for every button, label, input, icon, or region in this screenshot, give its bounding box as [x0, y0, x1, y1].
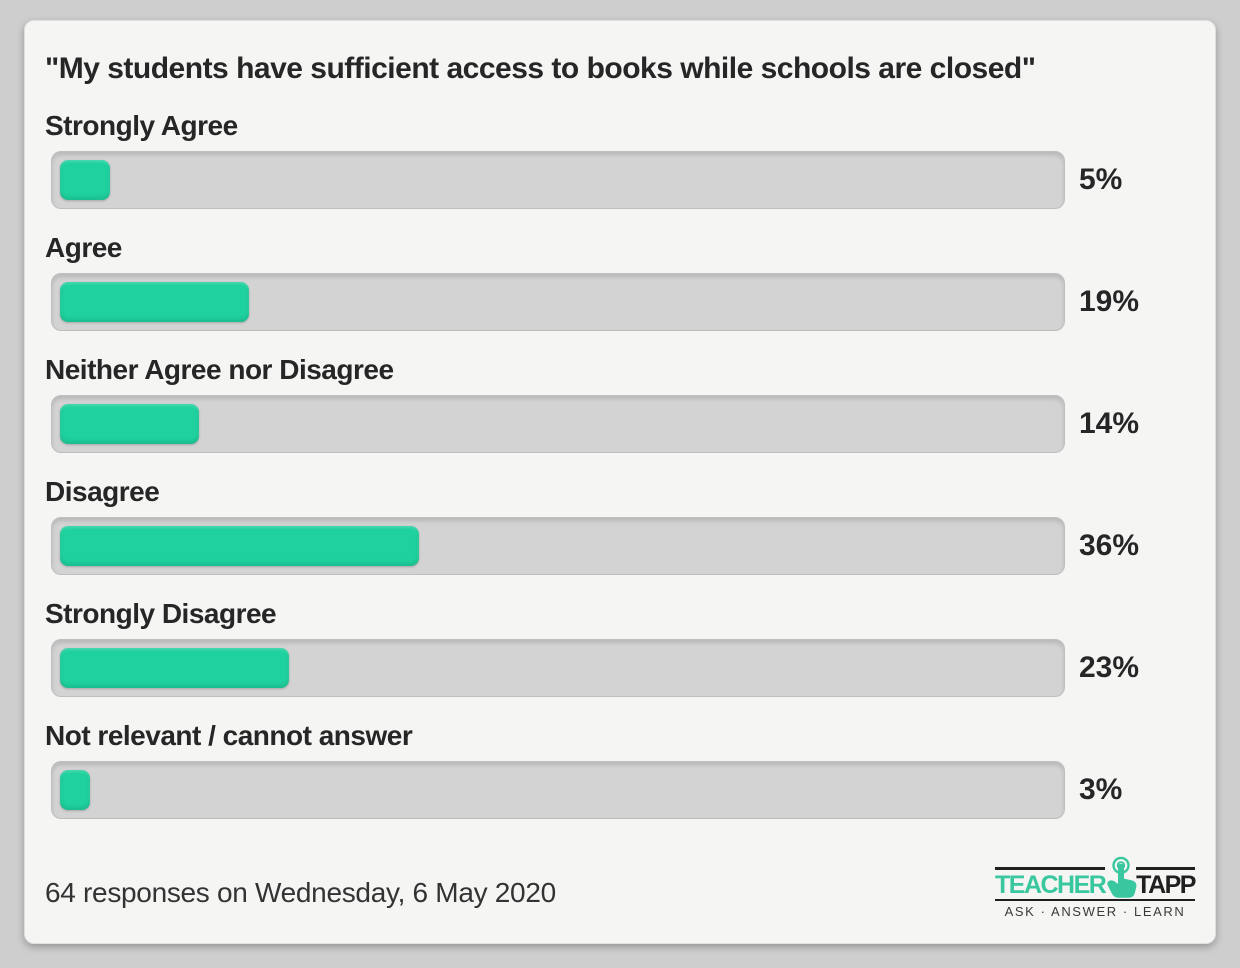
bar-track	[51, 761, 1065, 819]
bar-line: 19%	[45, 273, 1195, 331]
category-label: Disagree	[45, 476, 160, 507]
value-label: 36%	[1079, 529, 1140, 562]
bar-line: 23%	[45, 639, 1195, 697]
value-label: 23%	[1079, 651, 1140, 684]
logo-word-tapp: TAPP	[1136, 867, 1196, 898]
logo-word-teacher: TEACHER	[995, 867, 1107, 898]
bar-fill	[60, 648, 290, 688]
bar-row-strongly-disagree: Strongly Disagree 23%	[45, 575, 1195, 697]
bar-fill	[60, 404, 200, 444]
responses-caption: 64 responses on Wednesday, 6 May 2020	[45, 877, 556, 908]
category-label: Strongly Agree	[45, 110, 238, 141]
value-label: 14%	[1079, 407, 1140, 440]
value-label: 3%	[1079, 773, 1123, 806]
bar-row-neither: Neither Agree nor Disagree 14%	[45, 331, 1195, 453]
bar-fill	[60, 282, 250, 322]
chart-title: "My students have sufficient access to b…	[45, 52, 1036, 85]
bar-row-agree: Agree 19%	[45, 209, 1195, 331]
category-label: Neither Agree nor Disagree	[45, 354, 394, 385]
chart-card: "My students have sufficient access to b…	[24, 20, 1216, 944]
bar-track	[51, 395, 1065, 453]
teacher-tapp-logo: TEACHER TAPP ASK · ANSWER · LEARN	[995, 856, 1196, 919]
bar-row-disagree: Disagree 36%	[45, 453, 1195, 575]
category-label: Agree	[45, 232, 122, 263]
bar-line: 14%	[45, 395, 1195, 453]
bar-fill	[60, 770, 90, 810]
bar-track	[51, 273, 1065, 331]
value-label: 19%	[1079, 285, 1140, 318]
value-label: 5%	[1079, 163, 1123, 196]
bar-track	[51, 517, 1065, 575]
bar-track	[51, 639, 1065, 697]
tap-hand-icon	[1107, 856, 1137, 898]
category-label: Strongly Disagree	[45, 598, 277, 629]
logo-wordmark: TEACHER TAPP	[995, 856, 1196, 901]
bar-row-strongly-agree: Strongly Agree 5%	[45, 87, 1195, 209]
bar-line: 3%	[45, 761, 1195, 819]
bar-line: 5%	[45, 151, 1195, 209]
logo-tagline: ASK · ANSWER · LEARN	[1004, 904, 1186, 919]
category-label: Not relevant / cannot answer	[45, 720, 413, 751]
bar-track	[51, 151, 1065, 209]
bar-row-not-relevant: Not relevant / cannot answer 3%	[45, 697, 1195, 819]
bar-fill	[60, 526, 419, 566]
bar-fill	[60, 160, 110, 200]
footer: 64 responses on Wednesday, 6 May 2020 TE…	[45, 856, 1196, 919]
bar-line: 36%	[45, 517, 1195, 575]
